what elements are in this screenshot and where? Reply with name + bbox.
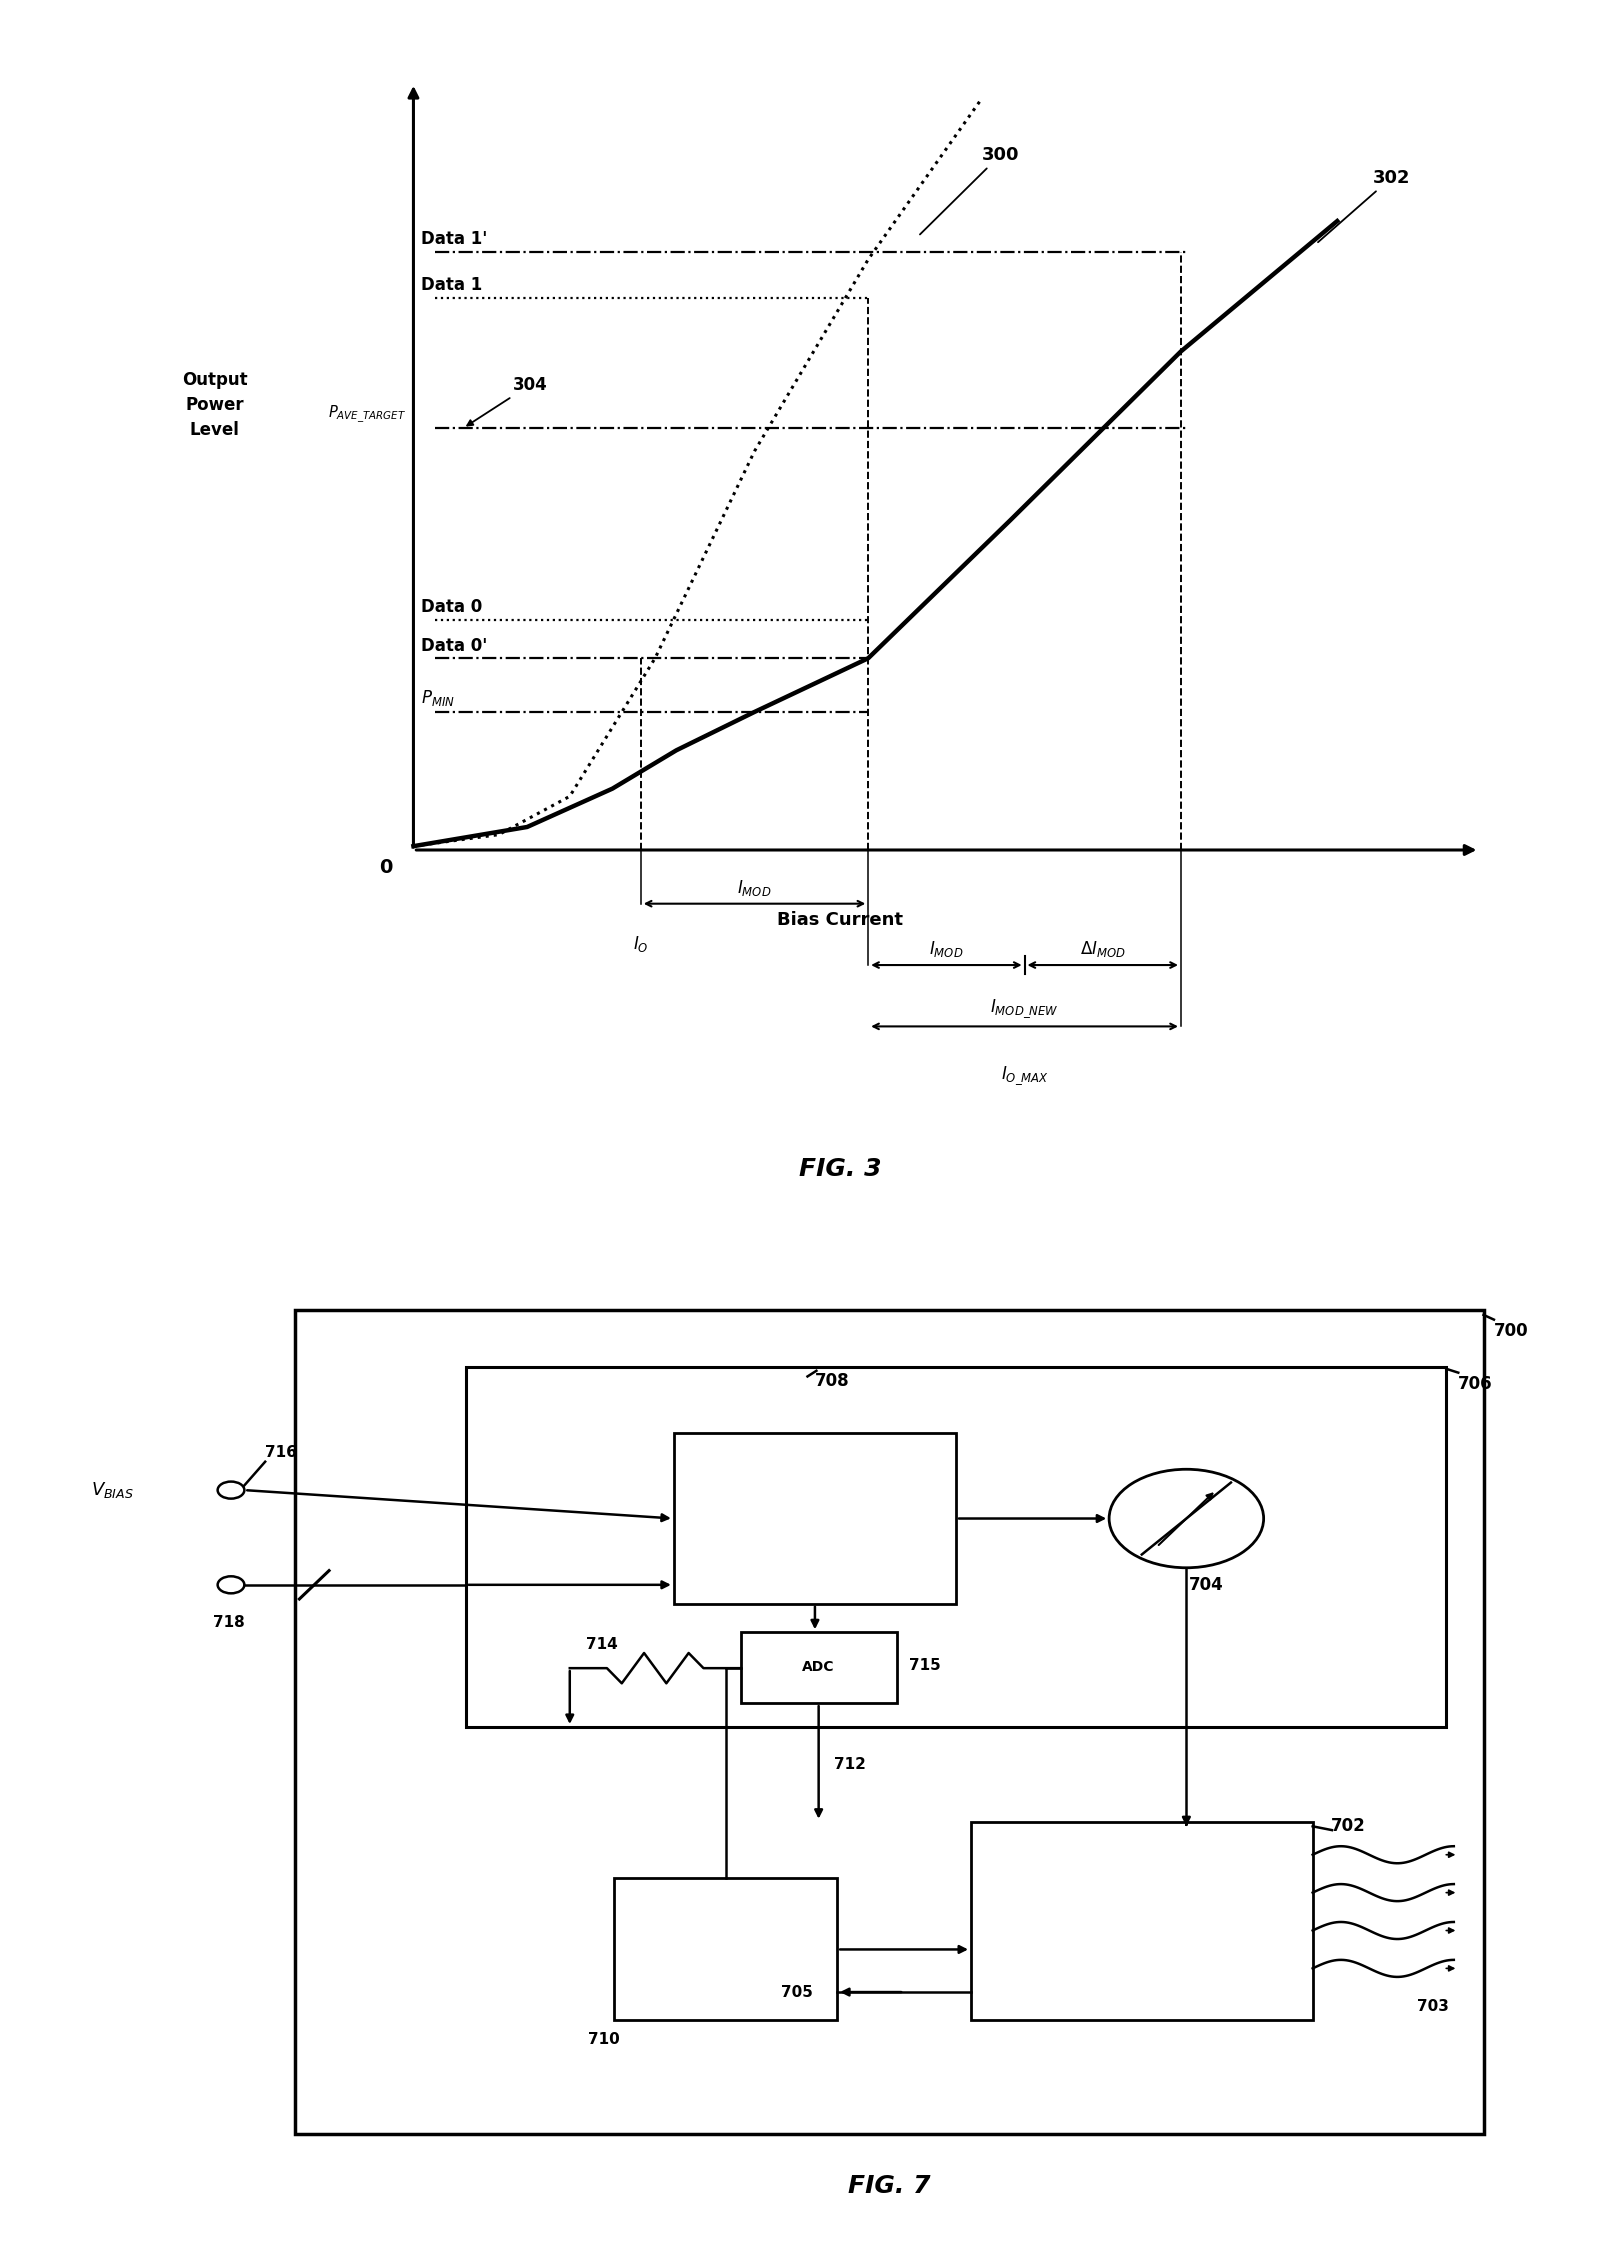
Text: ADC: ADC xyxy=(802,1660,834,1673)
Bar xyxy=(295,1310,1483,2133)
Text: 718: 718 xyxy=(213,1615,245,1630)
Text: 708: 708 xyxy=(815,1371,849,1389)
Text: 702: 702 xyxy=(1330,1818,1364,1836)
Text: 703: 703 xyxy=(1415,1998,1448,2014)
Bar xyxy=(741,1633,896,1703)
Text: FIG. 7: FIG. 7 xyxy=(847,2174,930,2199)
Text: 304: 304 xyxy=(466,377,547,426)
Text: $\Delta I_{MOD}$: $\Delta I_{MOD}$ xyxy=(1080,938,1125,958)
Text: $I_{MOD\_NEW}$: $I_{MOD\_NEW}$ xyxy=(989,997,1059,1019)
Text: $I_{O\_MAX}$: $I_{O\_MAX}$ xyxy=(1001,1064,1047,1087)
Text: Data 1': Data 1' xyxy=(420,230,486,248)
Text: 302: 302 xyxy=(1317,169,1409,241)
Text: FIG. 3: FIG. 3 xyxy=(797,1157,881,1182)
Text: Bias Current: Bias Current xyxy=(776,911,902,929)
Text: Data 1: Data 1 xyxy=(420,275,481,293)
Bar xyxy=(970,1822,1312,2020)
Text: 712: 712 xyxy=(834,1757,865,1772)
Text: $P_{MIN}$: $P_{MIN}$ xyxy=(420,688,454,708)
Text: 700: 700 xyxy=(1493,1321,1527,1339)
Bar xyxy=(613,1878,836,2020)
Text: $V_{BIAS}$: $V_{BIAS}$ xyxy=(92,1479,134,1500)
Text: 706: 706 xyxy=(1457,1376,1491,1394)
Text: $I_{MOD}$: $I_{MOD}$ xyxy=(928,938,964,958)
Text: Data 0: Data 0 xyxy=(420,598,481,616)
Bar xyxy=(465,1367,1446,1727)
Text: 714: 714 xyxy=(586,1637,617,1653)
Text: 300: 300 xyxy=(920,147,1018,235)
Text: 705: 705 xyxy=(780,1984,812,2000)
Text: $I_{MOD}$: $I_{MOD}$ xyxy=(738,877,771,897)
Text: Data 0': Data 0' xyxy=(420,638,486,656)
Text: 0: 0 xyxy=(379,857,392,877)
Text: Output
Power
Level: Output Power Level xyxy=(181,372,247,440)
Text: 716: 716 xyxy=(265,1445,297,1459)
Bar xyxy=(673,1434,955,1603)
Text: $I_O$: $I_O$ xyxy=(633,934,649,954)
Text: $P_{AVE\_TARGET}$: $P_{AVE\_TARGET}$ xyxy=(328,404,407,426)
Text: 704: 704 xyxy=(1188,1576,1223,1594)
Text: 710: 710 xyxy=(587,2032,618,2048)
Text: 715: 715 xyxy=(909,1657,939,1673)
